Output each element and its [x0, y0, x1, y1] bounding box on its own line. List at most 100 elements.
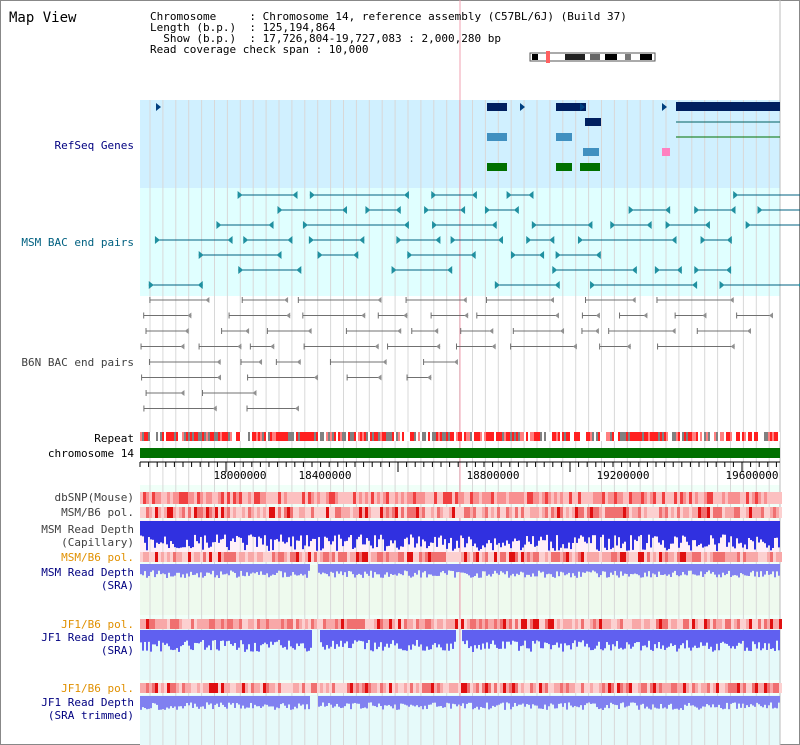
read-depth-bar: [408, 630, 410, 646]
read-depth-bar: [320, 564, 322, 575]
read-depth-bar: [766, 630, 768, 650]
polymorphism-cell: [668, 552, 671, 562]
read-depth-bar: [282, 696, 284, 704]
polymorphism-cell: [143, 507, 146, 518]
polymorphism-cell: [515, 552, 518, 562]
polymorphism-cell: [440, 683, 443, 693]
polymorphism-cell: [206, 683, 209, 693]
read-depth-bar: [770, 630, 772, 649]
polymorphism-cell: [290, 683, 293, 693]
polymorphism-cell: [215, 492, 218, 504]
read-depth-bar: [530, 564, 532, 577]
read-depth-bar: [174, 630, 176, 650]
read-depth-bar: [492, 696, 494, 706]
track-label-msm-b6-pol-2[interactable]: MSM/B6 pol.: [61, 551, 134, 564]
polymorphism-cell: [350, 492, 353, 504]
read-depth-bar: [728, 564, 730, 571]
track-label-msm-depth-capillary[interactable]: MSM Read Depth: [41, 523, 134, 536]
polymorphism-cell: [494, 683, 497, 693]
read-depth-bar: [678, 696, 680, 710]
track-label-msm-bac[interactable]: MSM BAC end pairs: [21, 236, 134, 249]
read-depth-bar: [674, 564, 676, 571]
polymorphism-cell: [356, 507, 359, 518]
read-depth-bar: [620, 630, 622, 648]
polymorphism-cell: [767, 619, 770, 629]
polymorphism-cell: [206, 492, 209, 504]
bac-end: [277, 206, 283, 214]
read-depth-bar: [300, 630, 302, 644]
polymorphism-cell: [527, 507, 530, 518]
polymorphism-cell: [671, 619, 674, 629]
read-depth-bar: [220, 630, 222, 641]
read-depth-bar: [148, 521, 150, 538]
polymorphism-cell: [311, 492, 314, 504]
read-depth-bar: [342, 564, 344, 576]
polymorphism-cell: [746, 507, 749, 518]
polymorphism-cell: [695, 683, 698, 693]
track-label-jf1-b6-pol-1[interactable]: JF1/B6 pol.: [61, 618, 134, 631]
polymorphism-cell: [458, 619, 461, 629]
polymorphism-cell: [590, 507, 593, 518]
polymorphism-cell: [425, 552, 428, 562]
read-depth-bar: [402, 564, 404, 576]
track-label-repeat[interactable]: Repeat: [94, 432, 134, 445]
read-depth-bar: [354, 521, 356, 548]
polymorphism-cell: [266, 683, 269, 693]
polymorphism-cell: [263, 507, 266, 518]
repeat-mark: [642, 432, 644, 441]
read-depth-bar: [356, 564, 358, 575]
track-label-jf1-depth[interactable]: JF1 Read Depth: [41, 631, 134, 644]
polymorphism-cell: [695, 507, 698, 518]
polymorphism-cell: [284, 619, 287, 629]
polymorphism-cell: [440, 492, 443, 504]
read-depth-bar: [338, 521, 340, 535]
polymorphism-cell: [425, 507, 428, 518]
read-depth-bar: [346, 521, 348, 541]
polymorphism-cell: [614, 507, 617, 518]
track-label-chromosome[interactable]: chromosome 14: [47, 447, 134, 460]
read-depth-bar: [688, 696, 690, 704]
polymorphism-cell: [470, 492, 473, 504]
track-label-dbsnp[interactable]: dbSNP(Mouse): [54, 491, 134, 504]
read-depth-bar: [492, 564, 494, 574]
read-depth-bar: [390, 521, 392, 541]
repeat-mark: [674, 432, 676, 441]
read-depth-bar: [170, 521, 172, 542]
polymorphism-cell: [254, 552, 257, 562]
read-depth-bar: [570, 630, 572, 650]
read-depth-bar: [380, 696, 382, 706]
track-label-b6n-bac[interactable]: B6N BAC end pairs: [21, 356, 134, 369]
read-depth-bar: [582, 564, 584, 573]
track-label-jf1-b6-pol-2[interactable]: JF1/B6 pol.: [61, 682, 134, 695]
polymorphism-cell: [461, 507, 464, 518]
read-depth-bar: [534, 630, 536, 644]
polymorphism-cell: [296, 619, 299, 629]
repeat-mark: [226, 432, 228, 441]
read-depth-bar: [186, 564, 188, 574]
read-depth-bar: [464, 521, 466, 548]
polymorphism-cell: [221, 619, 224, 629]
polymorphism-cell: [458, 683, 461, 693]
polymorphism-cell: [398, 683, 401, 693]
polymorphism-cell: [506, 492, 509, 504]
bac-end: [797, 283, 800, 287]
repeat-mark: [530, 432, 532, 441]
read-depth-bar: [586, 564, 588, 572]
polymorphism-cell: [437, 507, 440, 518]
track-label-jf1-depth-trim[interactable]: JF1 Read Depth: [41, 696, 134, 709]
read-depth-bar: [402, 696, 404, 704]
track-label-msm-b6-pol-1[interactable]: MSM/B6 pol.: [61, 506, 134, 519]
read-depth-bar: [582, 630, 584, 641]
polymorphism-cell: [629, 492, 632, 504]
read-depth-bar: [598, 564, 600, 578]
polymorphism-cell: [482, 619, 485, 629]
polymorphism-cell: [374, 683, 377, 693]
read-depth-bar: [716, 521, 718, 551]
track-label-msm-depth-sra[interactable]: MSM Read Depth: [41, 566, 134, 579]
polymorphism-cell: [206, 619, 209, 629]
polymorphism-cell: [233, 683, 236, 693]
track-label-refseq[interactable]: RefSeq Genes: [54, 139, 134, 152]
bac-end: [252, 390, 257, 396]
read-depth-bar: [756, 630, 758, 649]
